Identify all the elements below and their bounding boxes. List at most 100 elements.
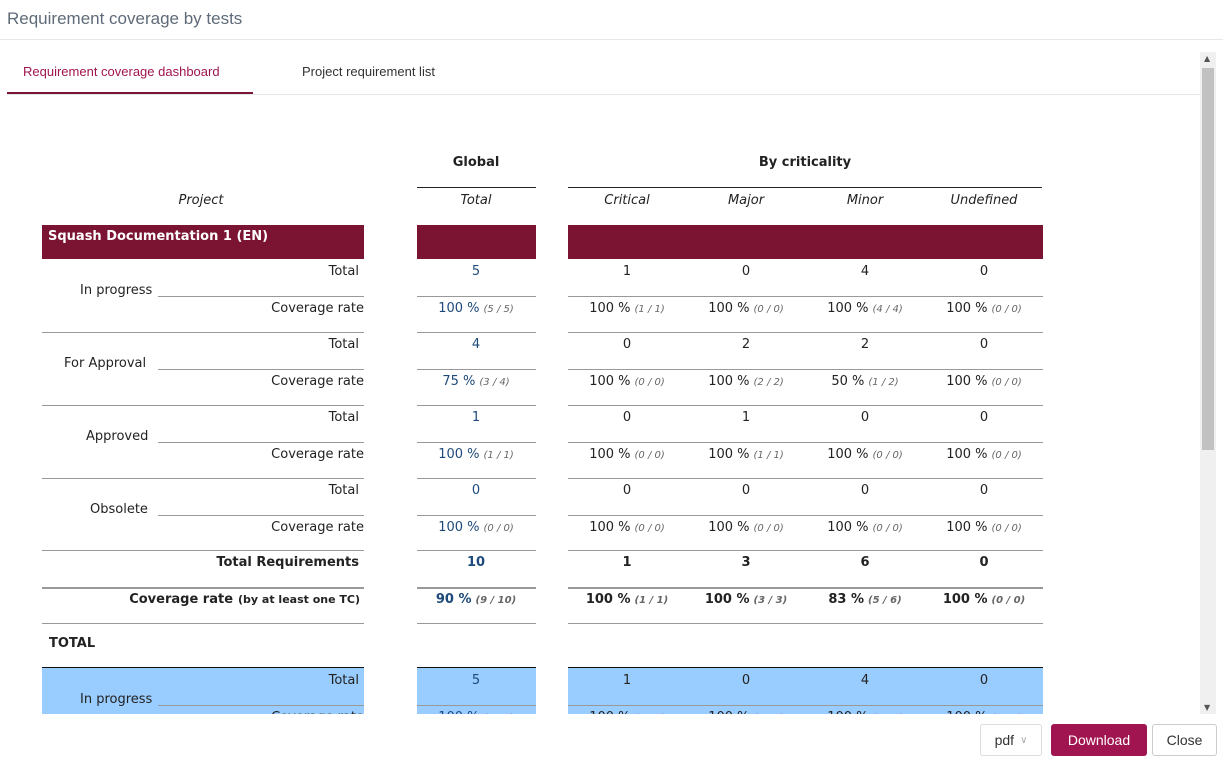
coverage-value: 50 % (1 / 2) [831, 374, 898, 389]
chevron-down-icon: ∨ [1020, 734, 1028, 746]
dialog-title: Requirement coverage by tests [7, 9, 243, 28]
row-divider [158, 369, 364, 370]
tab-project-requirement-list[interactable]: Project requirement list [302, 64, 435, 79]
coverage-ratio: (4 / 4) [872, 304, 903, 315]
coverage-rate-value: 90 % (9 / 10) [436, 592, 516, 607]
global-header: Global [452, 155, 500, 170]
scroll-down-icon[interactable]: ▼ [1204, 703, 1211, 712]
coverage-percent: 100 % [942, 592, 988, 607]
row-divider [568, 187, 1042, 188]
coverage-percent: 100 % [589, 710, 630, 714]
coverage-percent: 100 % [704, 592, 750, 607]
scrollbar[interactable]: ▲ ▼ [1200, 52, 1216, 714]
status-label: In progress [80, 692, 153, 707]
row-divider [42, 478, 364, 479]
coverage-ratio: (5 / 5) [483, 304, 514, 315]
row-divider [568, 478, 1043, 479]
undefined-column-header: Undefined [950, 193, 1018, 208]
coverage-ratio: (3 / 4) [479, 377, 510, 388]
coverage-percent: 100 % [708, 301, 750, 316]
total-value: 0 [860, 483, 870, 498]
coverage-ratio: (0 / 0) [992, 713, 1022, 714]
row-divider [568, 442, 1043, 443]
row-divider [158, 515, 364, 516]
coverage-ratio: (0 / 0) [872, 450, 903, 461]
coverage-ratio: (0 / 0) [991, 523, 1022, 534]
coverage-ratio: (0 / 0) [634, 450, 665, 461]
row-divider [568, 369, 1043, 370]
coverage-value: 75 % (3 / 4) [442, 374, 509, 389]
coverage-ratio: (0 / 0) [991, 450, 1022, 461]
coverage-ratio: (0 / 0) [991, 377, 1022, 388]
coverage-value: 100 %(0 / 0) [708, 520, 784, 535]
grand-total-label: TOTAL [49, 636, 96, 651]
scroll-up-icon[interactable]: ▲ [1204, 54, 1211, 63]
total-value: 0 [741, 673, 751, 688]
coverage-percent: 90 % [435, 592, 472, 607]
coverage-value: 100 %(0 / 0) [946, 710, 1022, 714]
coverage-percent: 100 % [438, 520, 480, 535]
criticality-header: By criticality [758, 155, 852, 170]
project-band [417, 225, 536, 259]
coverage-value: 100 %(0 / 0) [827, 447, 903, 462]
coverage-percent: 100 % [438, 301, 480, 316]
coverage-percent: 100 % [946, 520, 988, 535]
coverage-value: 100 %(0 / 0) [438, 520, 514, 535]
total-row-label: Total [328, 264, 359, 279]
download-button[interactable]: Download [1051, 724, 1147, 756]
row-divider [417, 296, 536, 297]
total-value: 0 [979, 483, 989, 498]
coverage-percent: 100 % [708, 447, 750, 462]
coverage-value: 100 %(0 / 0) [946, 447, 1022, 462]
coverage-percent: 100 % [827, 447, 869, 462]
total-value: 0 [622, 410, 632, 425]
coverage-ratio: (0 / 0) [872, 523, 903, 534]
coverage-percent: 83 % [828, 592, 864, 607]
row-divider [568, 515, 1043, 516]
coverage-ratio: (1 / 1) [753, 450, 784, 461]
total-requirements-value: 6 [860, 555, 870, 570]
coverage-percent: 100 % [708, 520, 750, 535]
coverage-ratio: (0 / 0) [991, 304, 1022, 315]
total-value: 0 [741, 264, 751, 279]
coverage-value: 100 %(1 / 1) [589, 301, 665, 316]
total-requirements-value: 1 [622, 555, 632, 570]
coverage-ratio: (4 / 4) [873, 713, 903, 714]
coverage-percent: 100 % [827, 710, 868, 714]
coverage-percent: 100 % [827, 301, 869, 316]
status-label: For Approval [64, 356, 147, 371]
minor-column-header: Minor [846, 193, 884, 208]
total-value: 5 [471, 264, 481, 279]
total-row-label: Total [328, 410, 359, 425]
major-column-header: Major [727, 193, 765, 208]
close-button[interactable]: Close [1152, 724, 1217, 756]
total-value: 2 [860, 337, 870, 352]
coverage-rate-value: 100 % (3 / 3) [705, 592, 787, 607]
total-value: 0 [979, 673, 989, 688]
total-value: 0 [741, 483, 751, 498]
total-value: 0 [979, 410, 989, 425]
tabs-divider [7, 94, 1200, 95]
format-select[interactable]: pdf ∨ [980, 724, 1042, 756]
coverage-row-label: Coverage rate [271, 374, 364, 389]
total-value: 0 [860, 410, 870, 425]
coverage-rate-value: 100 % (0 / 0) [943, 592, 1025, 607]
row-divider [42, 667, 364, 668]
row-divider [158, 705, 364, 706]
total-value: 1 [471, 410, 481, 425]
tab-coverage-dashboard[interactable]: Requirement coverage dashboard [23, 64, 220, 79]
coverage-ratio: (5 / 6) [867, 595, 902, 606]
coverage-rate-text: Coverage rate [129, 592, 234, 607]
total-value: 1 [622, 673, 632, 688]
coverage-percent: 100 % [589, 374, 631, 389]
coverage-value: 100 % (2 / 2) [708, 374, 784, 389]
total-value: 1 [622, 264, 632, 279]
scrollbar-thumb[interactable] [1202, 68, 1214, 450]
coverage-value: 100 %(0 / 0) [827, 520, 903, 535]
status-label: In progress [80, 283, 153, 298]
total-value: 0 [622, 337, 632, 352]
row-divider [417, 515, 536, 516]
coverage-ratio: (0 / 0) [634, 377, 665, 388]
coverage-ratio: (1 / 1) [634, 304, 665, 315]
row-divider [417, 405, 536, 406]
